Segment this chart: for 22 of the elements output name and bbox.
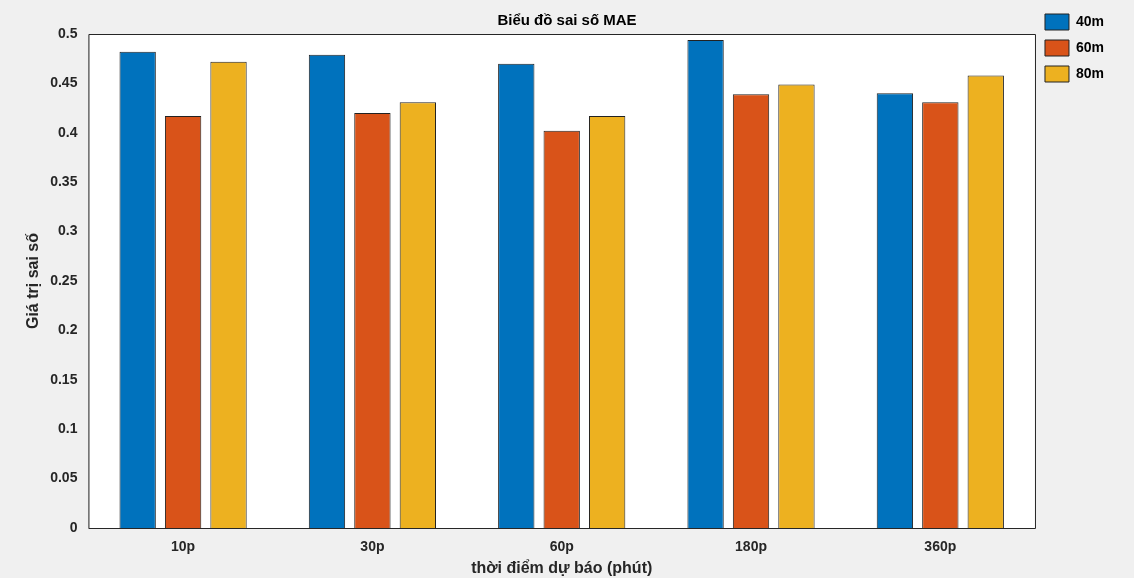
- x-tick-label: 30p: [360, 538, 385, 555]
- y-tick-label: 0.5: [57, 24, 78, 41]
- x-tick-label: 10p: [171, 538, 196, 555]
- x-tick-label: 180p: [735, 538, 767, 555]
- x-tick-label: 360p: [924, 538, 957, 555]
- y-tick-label: 0.15: [50, 370, 78, 387]
- y-tick-label: 0.3: [57, 222, 78, 239]
- x-axis-title: thời điểm dự báo (phút): [471, 558, 653, 576]
- y-tick-label: 0.1: [57, 420, 78, 437]
- y-tick-label: 0.05: [50, 469, 78, 486]
- chart-title: Biểu đồ sai số MAE: [497, 11, 637, 29]
- legend-label: 60m: [1075, 38, 1105, 55]
- y-tick-label: 0: [69, 518, 78, 535]
- y-tick-label: 0.25: [50, 271, 78, 288]
- y-tick-label: 0.2: [57, 321, 78, 338]
- legend-label: 80m: [1075, 64, 1105, 81]
- y-tick-label: 0.45: [50, 74, 78, 91]
- legend-label: 40m: [1075, 12, 1105, 29]
- y-tick-label: 0.35: [50, 173, 78, 190]
- y-axis-title: Giá trị sai số: [24, 232, 42, 330]
- x-tick-label: 60p: [549, 538, 574, 555]
- y-tick-label: 0.4: [57, 123, 78, 140]
